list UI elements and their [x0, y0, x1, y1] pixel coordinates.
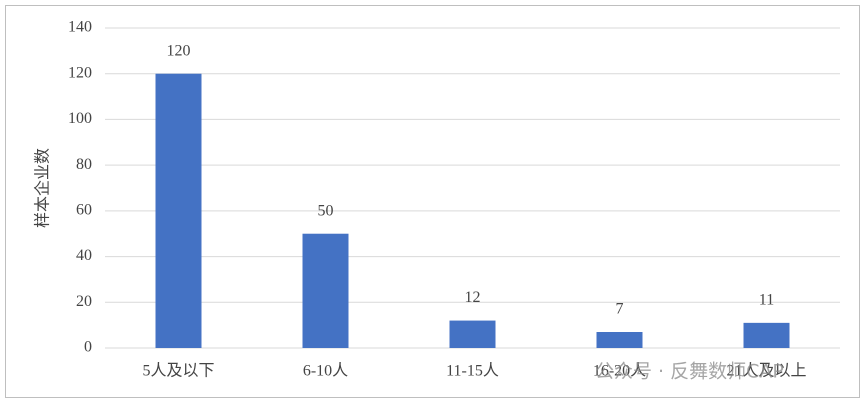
y-tick-label: 80 [76, 156, 92, 173]
bar [449, 320, 496, 348]
data-label: 7 [616, 301, 624, 318]
y-tick-label: 0 [84, 339, 92, 356]
x-tick-label: 21人及以上 [726, 362, 806, 380]
data-label: 11 [759, 292, 774, 309]
y-tick-label: 120 [68, 64, 92, 81]
y-axis-label: 样本企业数 [34, 148, 52, 228]
bar [596, 332, 643, 348]
bar [155, 73, 202, 348]
y-tick-label: 20 [76, 293, 92, 310]
data-label: 120 [167, 42, 191, 59]
x-tick-label: 11-15人 [446, 362, 499, 380]
y-tick-label: 40 [76, 247, 92, 264]
y-tick-label: 140 [68, 19, 92, 36]
bar [302, 233, 349, 348]
data-label: 50 [318, 202, 334, 219]
x-tick-label: 6-10人 [303, 362, 348, 380]
bar [743, 322, 790, 348]
y-tick-label: 100 [68, 110, 92, 127]
data-label: 12 [465, 289, 481, 306]
watermark: 公众号 · 反舞数师CAP [595, 361, 784, 383]
y-tick-label: 60 [76, 202, 92, 219]
x-tick-label: 5人及以下 [142, 362, 214, 380]
chart-border [5, 5, 860, 398]
x-tick-label: 16-20人 [593, 362, 646, 380]
